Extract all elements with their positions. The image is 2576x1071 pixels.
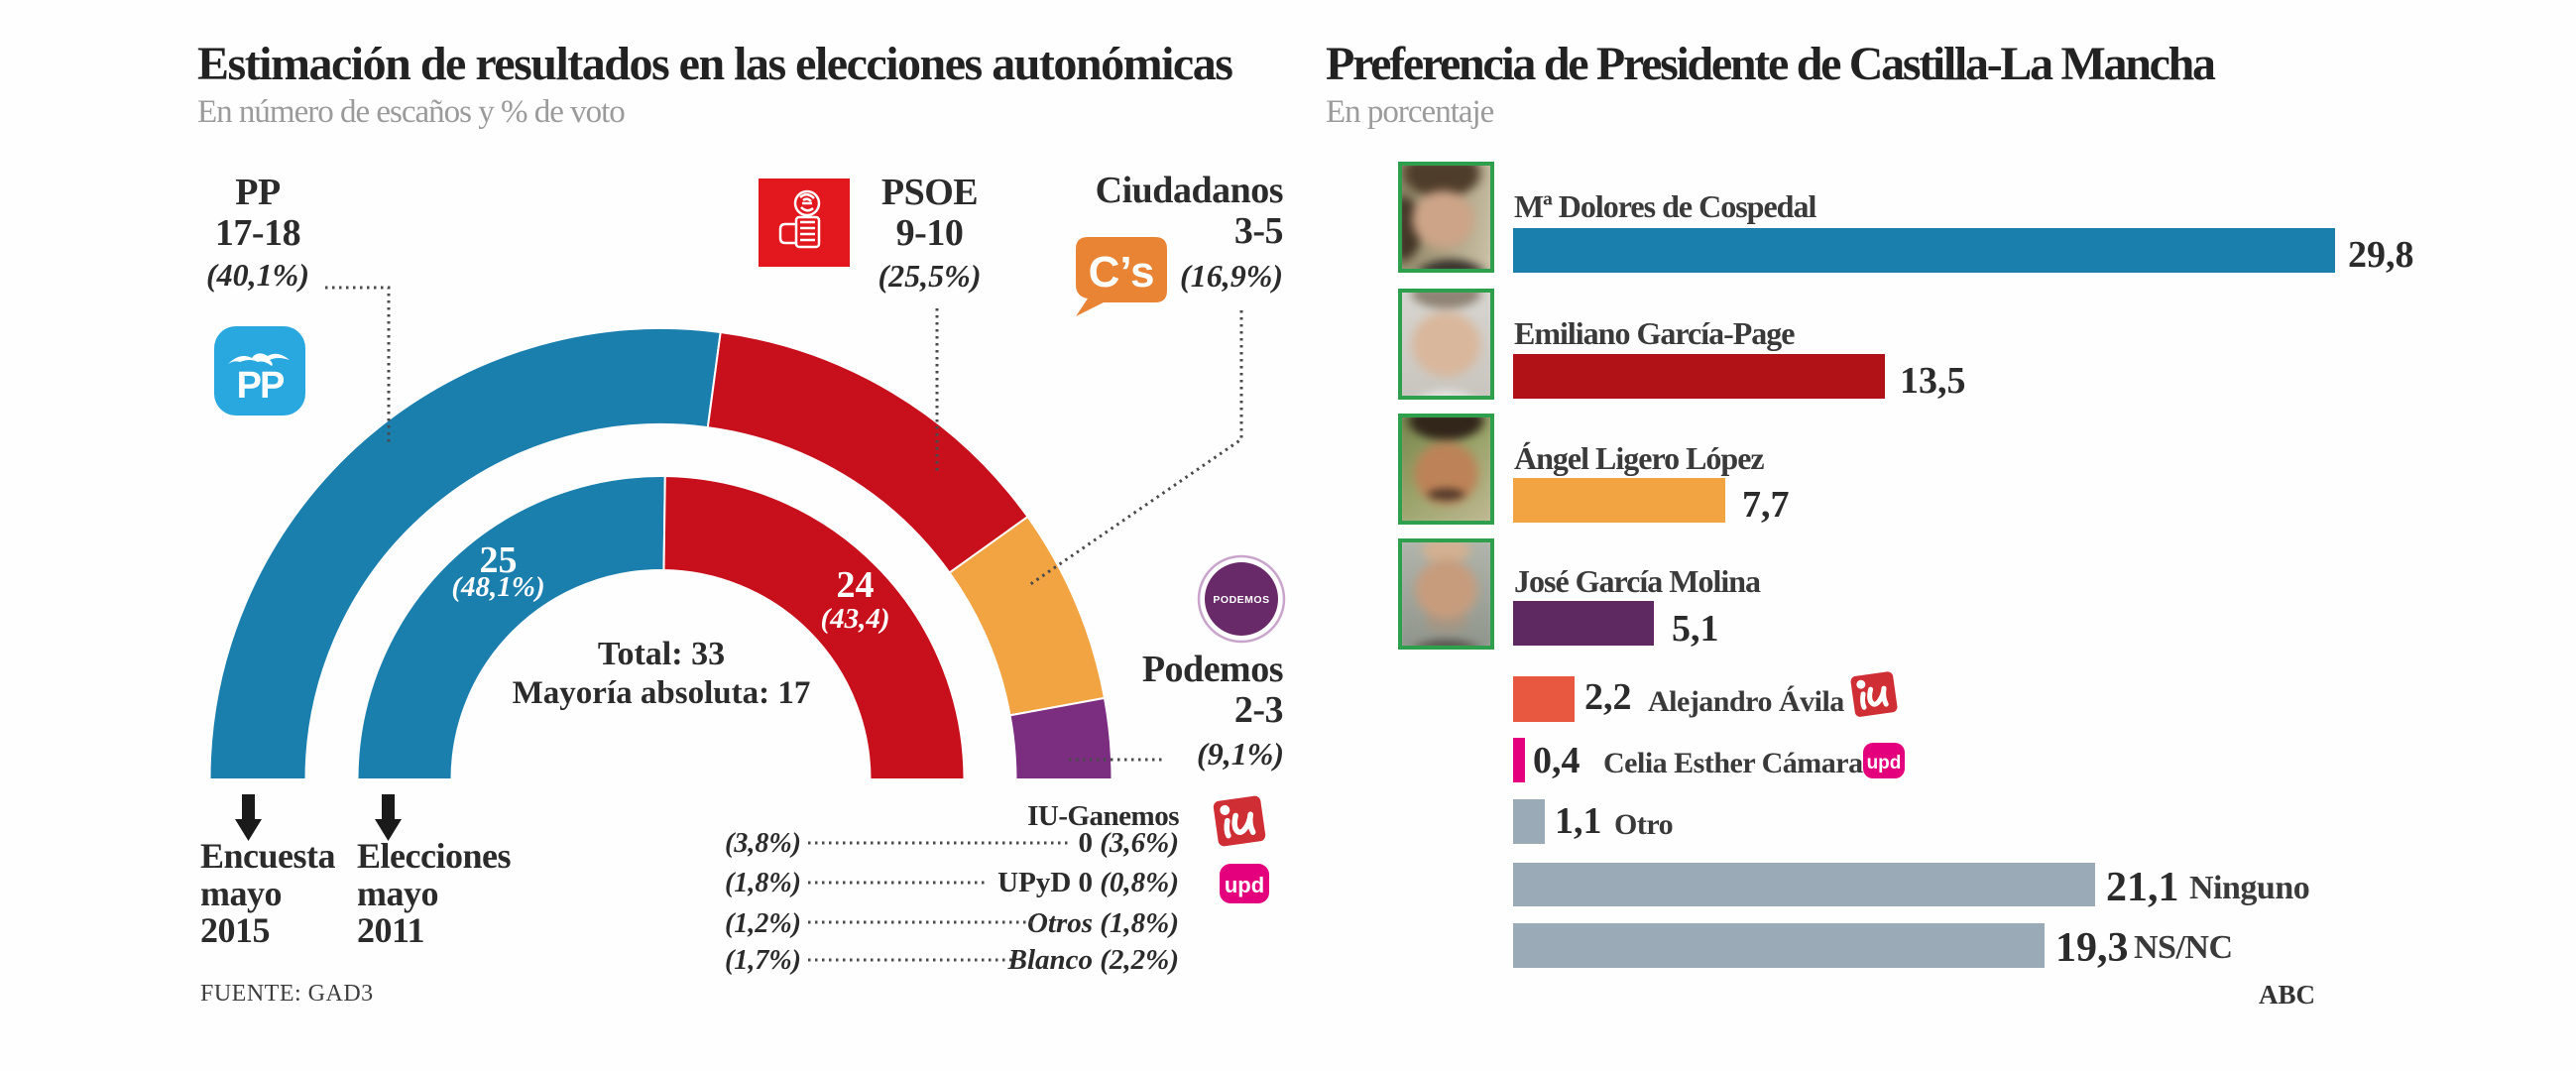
svg-text:PODEMOS: PODEMOS [1213, 594, 1269, 606]
svg-text:upd: upd [1867, 753, 1902, 774]
svg-text:C’s: C’s [1089, 248, 1155, 297]
svg-text:upd: upd [1225, 873, 1264, 897]
svg-text:PP: PP [237, 365, 285, 407]
